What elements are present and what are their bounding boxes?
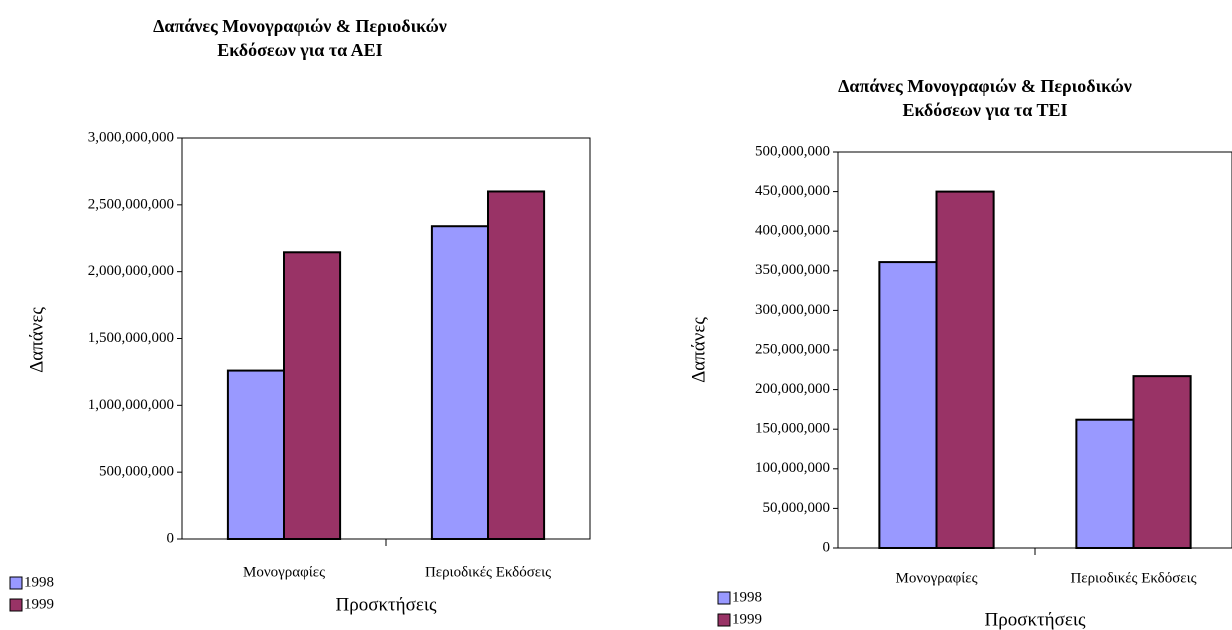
y-tick-label: 1,000,000,000 xyxy=(88,397,174,413)
y-axis-label: Δαπάνες xyxy=(26,307,47,373)
y-tick-label: 2,500,000,000 xyxy=(88,196,174,212)
bar xyxy=(430,225,489,540)
y-tick-label: 0 xyxy=(823,539,831,555)
x-tick-label: Μονογραφίες xyxy=(895,570,977,586)
y-tick-label: 400,000,000 xyxy=(755,223,830,239)
legend-label: 1999 xyxy=(732,611,762,627)
bar xyxy=(283,251,342,540)
y-tick-label: 2,000,000,000 xyxy=(88,263,174,279)
x-axis-label: Προσκτήσεις xyxy=(336,594,437,615)
bar xyxy=(226,369,285,540)
x-tick-label: Περιοδικές Εκδόσεις xyxy=(425,564,551,580)
bar xyxy=(1075,418,1135,550)
legend-swatch xyxy=(717,591,731,605)
bar xyxy=(878,261,938,549)
y-tick-label: 0 xyxy=(167,530,175,546)
chart-title: Δαπάνες Μονογραφιών & Περιοδικών xyxy=(153,16,447,36)
y-tick-label: 350,000,000 xyxy=(755,262,830,278)
legend-label: 1998 xyxy=(24,574,54,590)
legend-label: 1999 xyxy=(24,596,54,612)
y-tick-label: 500,000,000 xyxy=(755,143,830,159)
bar xyxy=(487,190,546,540)
y-tick-label: 250,000,000 xyxy=(755,341,830,357)
x-tick-label: Μονογραφίες xyxy=(243,564,325,580)
legend-swatch xyxy=(9,576,23,590)
y-tick-label: 1,500,000,000 xyxy=(88,330,174,346)
y-tick-label: 450,000,000 xyxy=(755,183,830,199)
legend-swatch xyxy=(717,613,731,627)
y-tick-label: 500,000,000 xyxy=(99,464,174,480)
x-axis-label: Προσκτήσεις xyxy=(985,609,1086,630)
legend-label: 1998 xyxy=(732,589,762,605)
y-tick-label: 300,000,000 xyxy=(755,302,830,318)
y-axis-label: Δαπάνες xyxy=(688,317,709,383)
chart-title: Δαπάνες Μονογραφιών & Περιοδικών xyxy=(838,76,1132,96)
y-tick-label: 3,000,000,000 xyxy=(88,129,174,145)
y-tick-label: 200,000,000 xyxy=(755,381,830,397)
x-tick-label: Περιοδικές Εκδόσεις xyxy=(1070,570,1196,586)
y-tick-label: 100,000,000 xyxy=(755,460,830,476)
chart-title: Εκδόσεων για τα ΑΕΙ xyxy=(217,40,382,60)
y-tick-label: 150,000,000 xyxy=(755,421,830,437)
chart-title: Εκδόσεων για τα ΤΕΙ xyxy=(902,100,1067,120)
bar xyxy=(1132,375,1192,549)
legend-swatch xyxy=(9,598,23,612)
bar xyxy=(935,190,995,549)
y-tick-label: 50,000,000 xyxy=(763,500,831,516)
